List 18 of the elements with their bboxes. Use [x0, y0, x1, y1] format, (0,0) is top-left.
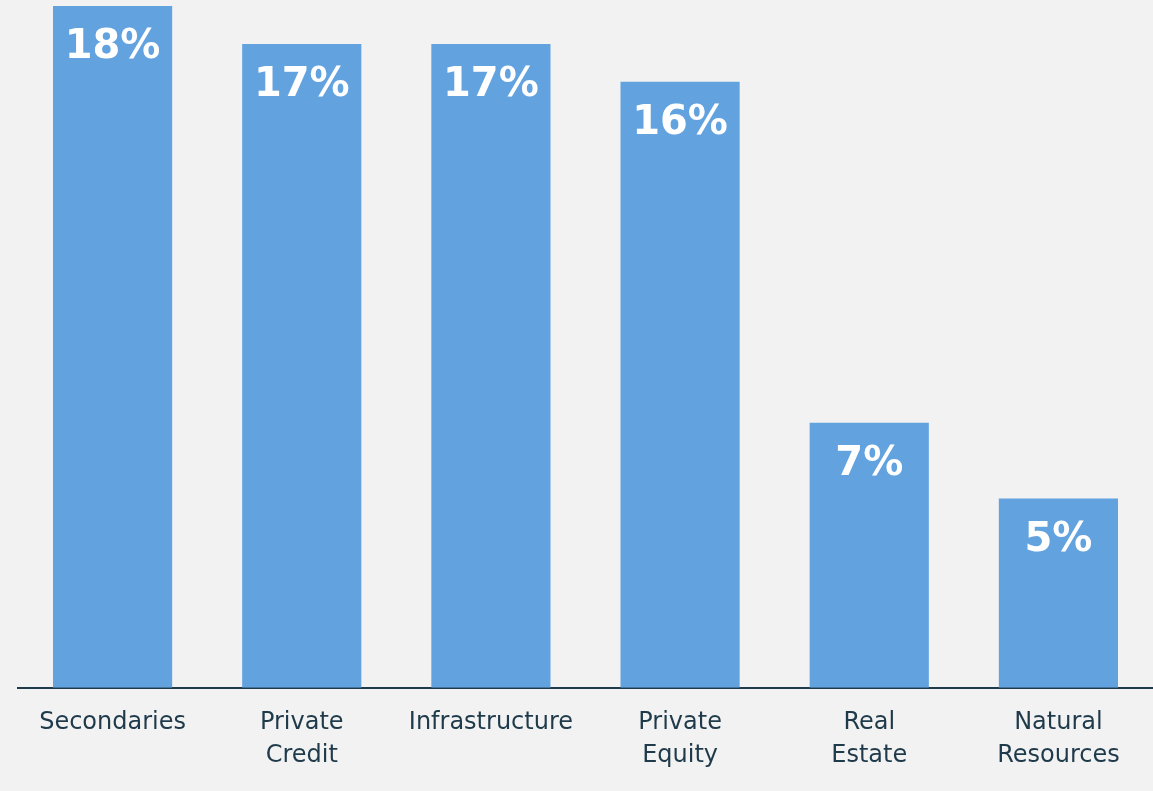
x-tick-label: Infrastructure: [408, 706, 574, 735]
bar: [998, 498, 1118, 688]
bar: [620, 81, 740, 688]
data-label: 16%: [632, 97, 728, 144]
data-label: 17%: [443, 59, 539, 106]
bar: [53, 6, 173, 688]
bar: [431, 43, 551, 688]
x-tick-label: Secondaries: [39, 706, 187, 735]
data-label: 17%: [253, 59, 350, 106]
x-tick-label: Natural Resources: [997, 706, 1120, 769]
data-label: 7%: [835, 438, 904, 485]
data-label: 5%: [1024, 513, 1093, 560]
x-tick-label: Real Estate: [831, 706, 908, 769]
bar: [809, 422, 929, 688]
data-label: 18%: [64, 21, 161, 68]
x-tick-label: Private Equity: [638, 706, 722, 769]
x-tick-label: Private Credit: [259, 706, 344, 769]
bar: [242, 43, 362, 688]
